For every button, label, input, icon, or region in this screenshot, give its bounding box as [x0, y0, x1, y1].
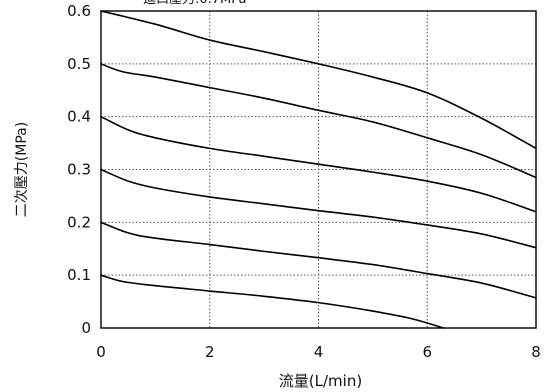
series-layer — [100, 10, 537, 329]
x-tick-label: 0 — [96, 343, 106, 361]
y-tick-label: 0.6 — [67, 2, 91, 20]
series-line-2 — [100, 63, 537, 179]
x-tick-label: 2 — [205, 343, 215, 361]
series-line-5 — [100, 221, 537, 299]
y-tick-label: 0.4 — [67, 108, 91, 126]
y-tick-label: 0.5 — [67, 55, 91, 73]
series-line-3 — [100, 115, 537, 213]
x-tick-label: 8 — [531, 343, 541, 361]
label-layer: 進口壓力:0.7MPa 0 2 4 6 8 0 0.1 0.2 0.3 0.4 0.5 0.6 流量(L/… — [14, 0, 541, 390]
y-tick-label: 0.1 — [67, 266, 91, 284]
x-tick-label: 6 — [422, 343, 432, 361]
series-line-4 — [100, 168, 537, 249]
y-tick-label: 0.3 — [67, 161, 91, 179]
y-tick-label: 0.2 — [67, 213, 91, 231]
chart-title: 進口壓力:0.7MPa — [143, 0, 247, 7]
x-tick-label: 4 — [314, 343, 324, 361]
series-line-6 — [100, 274, 445, 329]
x-axis-label: 流量(L/min) — [279, 372, 362, 390]
series-line-1 — [100, 10, 537, 150]
y-axis-label: 二次壓力(MPa) — [14, 122, 30, 217]
y-tick-label: 0 — [81, 319, 91, 337]
